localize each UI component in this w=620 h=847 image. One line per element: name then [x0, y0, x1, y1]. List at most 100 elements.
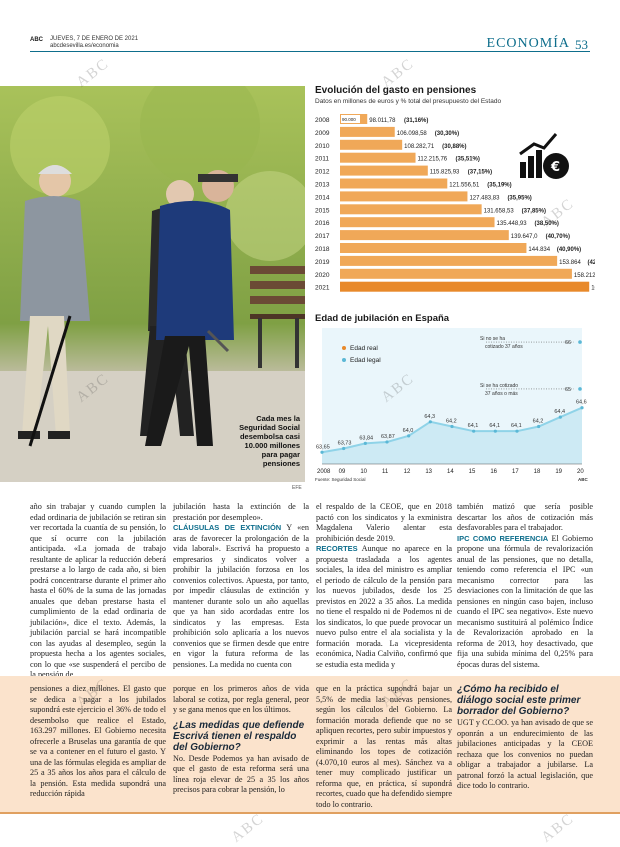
- pension-money-icon: €: [519, 133, 569, 179]
- retirement-age-chart: 63,65 63,73 63,84 63,87 64,0 64,3 64,2 64,1 64,1…: [315, 328, 588, 482]
- spending-bar: [340, 152, 416, 163]
- x-tick-label: 16: [490, 469, 497, 475]
- band-col1-text: pensiones a diez millones. El gasto que …: [30, 684, 166, 798]
- bar-year-label: 2011: [315, 156, 329, 163]
- article-col4-text-a: también matizó que sería posible descart…: [457, 502, 593, 532]
- spending-bar: [340, 217, 495, 228]
- icon-bar: [536, 150, 542, 178]
- bar-year-label: 2021: [315, 285, 330, 292]
- chart-brand: ABC: [578, 477, 588, 482]
- article-col3-text-a: el respaldo de la CEOE, que en 2018 pact…: [316, 502, 452, 543]
- legend-label-legal: Edad legal: [350, 357, 381, 364]
- article-column-4: también matizó que sería posible descart…: [457, 502, 593, 670]
- edad-real-label: 64,2: [446, 418, 457, 424]
- edad-legal-value: 66: [565, 340, 571, 346]
- x-tick-label: 19: [555, 469, 562, 475]
- edad-real-point: [363, 441, 367, 445]
- edad-real-point: [428, 420, 432, 424]
- spending-bar: [340, 281, 590, 292]
- page-number: 53: [575, 37, 588, 52]
- edad-real-label: 64,3: [424, 414, 435, 420]
- page-header: ABC JUEVES, 7 DE ENERO DE 2021 abcdesevi…: [0, 0, 620, 58]
- edad-legal-note: 37 años o más: [485, 391, 518, 397]
- spending-bar: [340, 255, 558, 266]
- band-column-2: porque en los primeros años de vida labo…: [173, 684, 309, 796]
- bar-value-label: 121.556,51: [449, 183, 480, 189]
- edad-real-point: [515, 429, 519, 433]
- edad-real-point: [472, 429, 476, 433]
- chart-source: Fuente: Seguridad Social: [315, 477, 366, 482]
- spending-bar: [340, 165, 428, 176]
- edad-real-area: [322, 407, 582, 464]
- bar-value-label: 144.834: [528, 247, 550, 253]
- edad-real-label: 64,0: [403, 428, 414, 434]
- spending-bar: [340, 191, 468, 202]
- brand-label: ABC: [30, 37, 43, 43]
- band-question-2: ¿Cómo ha recibido el diálogo social este…: [457, 684, 581, 717]
- edad-real-label: 64,1: [468, 423, 479, 429]
- bar-year-label: 2018: [315, 246, 330, 253]
- icon-euro-sign: €: [550, 160, 560, 175]
- kicker-ipc: IPC COMO REFERENCIA: [457, 533, 549, 543]
- x-tick-label: 14: [447, 469, 454, 475]
- header-url: abcdesevilla.es/economia: [50, 43, 119, 49]
- article-col2-text-b: Y «en aras de favorecer la prolongación …: [173, 523, 309, 669]
- header-date-block: JUEVES, 7 DE ENERO DE 2021 abcdesevilla.…: [50, 36, 138, 50]
- spending-bar: [340, 268, 572, 279]
- bar-value-label: 98.011,78: [369, 118, 396, 124]
- article-col3-text-b: Aunque no aparece en la propuesta trasla…: [316, 544, 452, 669]
- edad-real-point: [580, 406, 584, 410]
- band-col2-text-b: No. Desde Podemos ya han avisado de que …: [173, 753, 309, 795]
- band-col4-text: UGT y CC.OO. ya han avisado de que se op…: [457, 718, 593, 790]
- qa-band: [0, 676, 620, 812]
- bar-year-label: 2009: [315, 130, 330, 137]
- pension-spending-chart: 2008 98.011,78 (31,16%) 2009 106.098,58 (30…: [315, 114, 595, 292]
- edad-real-point: [342, 446, 346, 451]
- bar-value-label: 127.483,83: [469, 195, 500, 201]
- edad-legal-point: [578, 387, 582, 391]
- bar-percent-label: (37,15%): [468, 170, 492, 176]
- edad-real-label: 64,6: [576, 400, 587, 406]
- edad-real-label: 63,65: [316, 444, 330, 450]
- edad-real-point: [450, 424, 454, 429]
- axis-start-label: 90.000: [342, 117, 356, 122]
- icon-arrow: [519, 133, 558, 156]
- bottom-rule: [0, 812, 620, 814]
- bar-year-label: 2019: [315, 259, 330, 266]
- pensioners-photo: [0, 86, 305, 482]
- bar-percent-label: (40,90%): [557, 247, 581, 253]
- article-col2-text-a: jubilación hasta la extinción de la pres…: [173, 502, 309, 522]
- photo-caption: Cada mes la Seguridad Social desembolsa …: [239, 414, 300, 468]
- bar-year-label: 2016: [315, 220, 330, 227]
- header-date: JUEVES, 7 DE ENERO DE 2021: [50, 36, 139, 42]
- bar-year-label: 2012: [315, 169, 330, 176]
- bar-percent-label: (35,51%): [456, 157, 480, 163]
- x-tick-label: 17: [512, 469, 519, 475]
- bar-value-label: 131.658,53: [484, 208, 515, 214]
- watermark-logo: ABC: [228, 810, 268, 846]
- bar-value-label: 135.448,93: [497, 221, 528, 227]
- bar-value-label: 153.864: [559, 260, 581, 266]
- spending-bar: [340, 139, 403, 150]
- bar-year-label: 2020: [315, 272, 330, 279]
- bar-percent-label: (35,19%): [487, 183, 511, 189]
- x-tick-label: 10: [360, 469, 367, 475]
- edad-real-label: 64,1: [489, 423, 500, 429]
- bar-year-label: 2008: [315, 117, 330, 124]
- spending-bar: [340, 243, 527, 253]
- axis-start-box: [341, 115, 360, 123]
- band-column-1: pensiones a diez millones. El gasto que …: [30, 684, 166, 800]
- bar-percent-label: (40,70%): [546, 234, 570, 240]
- edad-legal-note: Si no se ha: [480, 336, 505, 342]
- edad-real-point: [493, 429, 497, 433]
- icon-bar: [528, 156, 534, 178]
- edad-real-label: 64,1: [511, 423, 522, 429]
- band-col3-text: que en la práctica supondrá bajar un 5,5…: [316, 684, 452, 809]
- icon-bar: [520, 162, 526, 178]
- bar-percent-label: (30,88%): [442, 144, 466, 150]
- bar-year-label: 2013: [315, 182, 330, 189]
- article-column-3: el respaldo de la CEOE, que en 2018 pact…: [316, 502, 452, 670]
- band-column-3: que en la práctica supondrá bajar un 5,5…: [316, 684, 452, 810]
- edad-real-label: 64,4: [554, 409, 565, 415]
- bar-value-label: 106.098,58: [397, 131, 428, 137]
